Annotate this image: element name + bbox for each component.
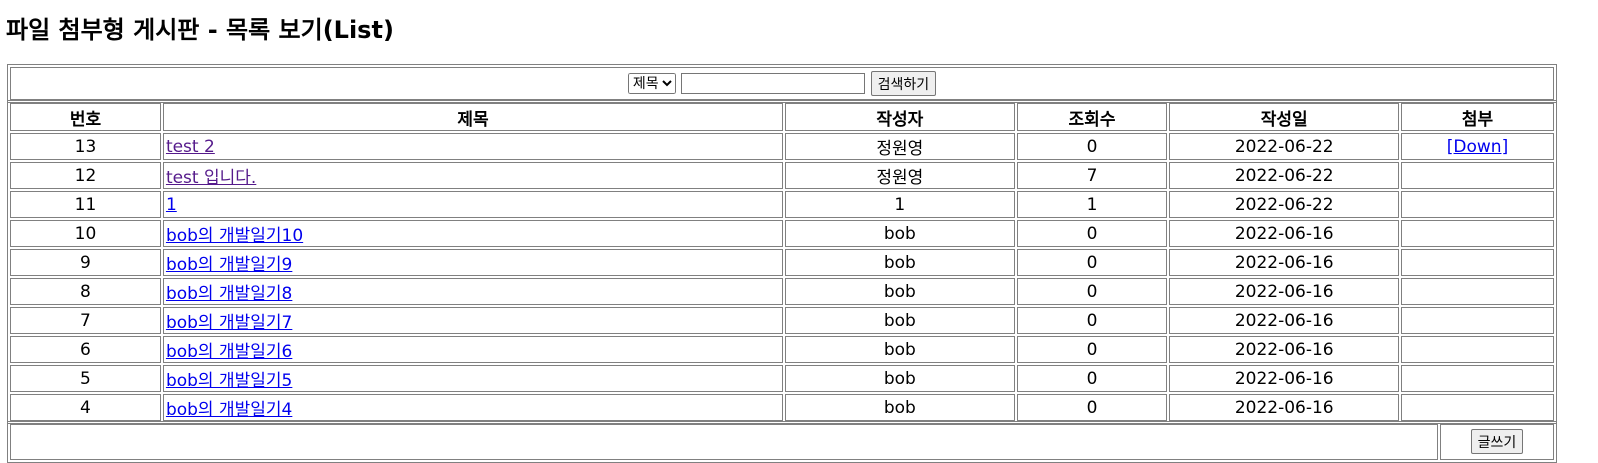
table-header-row: 번호 제목 작성자 조회수 작성일 첨부 bbox=[10, 103, 1554, 131]
table-row: 8 bob의 개발일기8 bob 0 2022-06-16 bbox=[10, 278, 1554, 305]
post-title-cell: bob의 개발일기8 bbox=[162, 278, 784, 305]
post-views: 0 bbox=[1016, 278, 1168, 305]
post-number: 9 bbox=[10, 249, 161, 276]
post-number: 10 bbox=[10, 220, 161, 247]
page-title: 파일 첨부형 게시판 - 목록 보기(List) bbox=[6, 16, 394, 44]
post-attachment-cell bbox=[1400, 307, 1554, 334]
post-date: 2022-06-16 bbox=[1169, 278, 1399, 305]
post-attachment-cell bbox=[1400, 220, 1554, 247]
download-link[interactable]: [Down] bbox=[1446, 136, 1509, 157]
post-title-cell: bob의 개발일기9 bbox=[162, 249, 784, 276]
post-author: bob bbox=[785, 220, 1015, 247]
post-number: 8 bbox=[10, 278, 161, 305]
post-author: 1 bbox=[785, 191, 1015, 218]
table-row: 9 bob의 개발일기9 bob 0 2022-06-16 bbox=[10, 249, 1554, 276]
post-attachment-cell: [Down] bbox=[1400, 133, 1554, 160]
post-date: 2022-06-16 bbox=[1169, 249, 1399, 276]
post-author: 정원영 bbox=[785, 133, 1015, 160]
post-attachment-cell bbox=[1400, 249, 1554, 276]
post-title-cell: bob의 개발일기10 bbox=[162, 220, 784, 247]
write-button[interactable]: 글쓰기 bbox=[1470, 429, 1524, 454]
post-date: 2022-06-16 bbox=[1169, 394, 1399, 421]
post-title-link[interactable]: bob의 개발일기10 bbox=[165, 226, 304, 246]
post-views: 0 bbox=[1016, 365, 1168, 392]
post-date: 2022-06-22 bbox=[1169, 133, 1399, 160]
post-views: 1 bbox=[1016, 191, 1168, 218]
write-button-cell: 글쓰기 bbox=[1440, 424, 1554, 460]
post-date: 2022-06-16 bbox=[1169, 307, 1399, 334]
column-header-attachment: 첨부 bbox=[1400, 103, 1554, 131]
post-attachment-cell bbox=[1400, 394, 1554, 421]
table-row: 13 test 2 정원영 0 2022-06-22 [Down] bbox=[10, 133, 1554, 160]
post-author: bob bbox=[785, 394, 1015, 421]
post-list-table: 번호 제목 작성자 조회수 작성일 첨부 13 test 2 정원영 0 202… bbox=[7, 100, 1557, 424]
column-header-author: 작성자 bbox=[785, 103, 1015, 131]
write-bar: 글쓰기 bbox=[7, 421, 1557, 463]
post-title-cell: bob의 개발일기4 bbox=[162, 394, 784, 421]
table-row: 6 bob의 개발일기6 bob 0 2022-06-16 bbox=[10, 336, 1554, 363]
post-number: 7 bbox=[10, 307, 161, 334]
post-title-cell: bob의 개발일기6 bbox=[162, 336, 784, 363]
post-title-cell: 1 bbox=[162, 191, 784, 218]
post-number: 13 bbox=[10, 133, 161, 160]
post-views: 0 bbox=[1016, 336, 1168, 363]
table-row: 12 test 입니다. 정원영 7 2022-06-22 bbox=[10, 162, 1554, 189]
post-views: 0 bbox=[1016, 307, 1168, 334]
post-title-cell: test 2 bbox=[162, 133, 784, 160]
post-title-link[interactable]: bob의 개발일기4 bbox=[165, 400, 293, 420]
post-number: 4 bbox=[10, 394, 161, 421]
post-attachment-cell bbox=[1400, 191, 1554, 218]
table-row: 5 bob의 개발일기5 bob 0 2022-06-16 bbox=[10, 365, 1554, 392]
table-row: 11 1 1 1 2022-06-22 bbox=[10, 191, 1554, 218]
search-form: 제목 검색하기 bbox=[7, 64, 1557, 103]
post-attachment-cell bbox=[1400, 336, 1554, 363]
post-title-link[interactable]: 1 bbox=[165, 194, 177, 215]
post-date: 2022-06-16 bbox=[1169, 365, 1399, 392]
post-title-cell: bob의 개발일기5 bbox=[162, 365, 784, 392]
post-title-link[interactable]: bob의 개발일기8 bbox=[165, 284, 293, 304]
table-row: 7 bob의 개발일기7 bob 0 2022-06-16 bbox=[10, 307, 1554, 334]
post-date: 2022-06-22 bbox=[1169, 162, 1399, 189]
column-header-title: 제목 bbox=[162, 103, 784, 131]
post-views: 0 bbox=[1016, 220, 1168, 247]
post-date: 2022-06-22 bbox=[1169, 191, 1399, 218]
post-title-link[interactable]: bob의 개발일기9 bbox=[165, 255, 293, 275]
post-views: 7 bbox=[1016, 162, 1168, 189]
post-views: 0 bbox=[1016, 394, 1168, 421]
column-header-views: 조회수 bbox=[1016, 103, 1168, 131]
post-attachment-cell bbox=[1400, 365, 1554, 392]
post-number: 5 bbox=[10, 365, 161, 392]
post-title-link[interactable]: bob의 개발일기7 bbox=[165, 313, 293, 333]
post-title-link[interactable]: test 입니다. bbox=[165, 168, 257, 188]
post-author: bob bbox=[785, 278, 1015, 305]
post-author: bob bbox=[785, 336, 1015, 363]
post-views: 0 bbox=[1016, 133, 1168, 160]
post-attachment-cell bbox=[1400, 278, 1554, 305]
post-date: 2022-06-16 bbox=[1169, 220, 1399, 247]
write-bar-spacer bbox=[10, 424, 1438, 460]
post-views: 0 bbox=[1016, 249, 1168, 276]
post-title-cell: test 입니다. bbox=[162, 162, 784, 189]
post-number: 6 bbox=[10, 336, 161, 363]
post-author: bob bbox=[785, 307, 1015, 334]
table-row: 4 bob의 개발일기4 bob 0 2022-06-16 bbox=[10, 394, 1554, 421]
search-cell: 제목 검색하기 bbox=[10, 67, 1554, 100]
search-button[interactable]: 검색하기 bbox=[870, 71, 937, 96]
post-author: 정원영 bbox=[785, 162, 1015, 189]
post-date: 2022-06-16 bbox=[1169, 336, 1399, 363]
column-header-number: 번호 bbox=[10, 103, 161, 131]
search-input[interactable] bbox=[681, 73, 866, 94]
post-title-link[interactable]: bob의 개발일기5 bbox=[165, 371, 293, 391]
table-row: 10 bob의 개발일기10 bob 0 2022-06-16 bbox=[10, 220, 1554, 247]
post-number: 11 bbox=[10, 191, 161, 218]
post-title-link[interactable]: test 2 bbox=[165, 136, 215, 157]
post-number: 12 bbox=[10, 162, 161, 189]
post-title-cell: bob의 개발일기7 bbox=[162, 307, 784, 334]
post-title-link[interactable]: bob의 개발일기6 bbox=[165, 342, 293, 362]
post-attachment-cell bbox=[1400, 162, 1554, 189]
post-author: bob bbox=[785, 249, 1015, 276]
search-field-select[interactable]: 제목 bbox=[627, 73, 676, 94]
column-header-date: 작성일 bbox=[1169, 103, 1399, 131]
post-author: bob bbox=[785, 365, 1015, 392]
